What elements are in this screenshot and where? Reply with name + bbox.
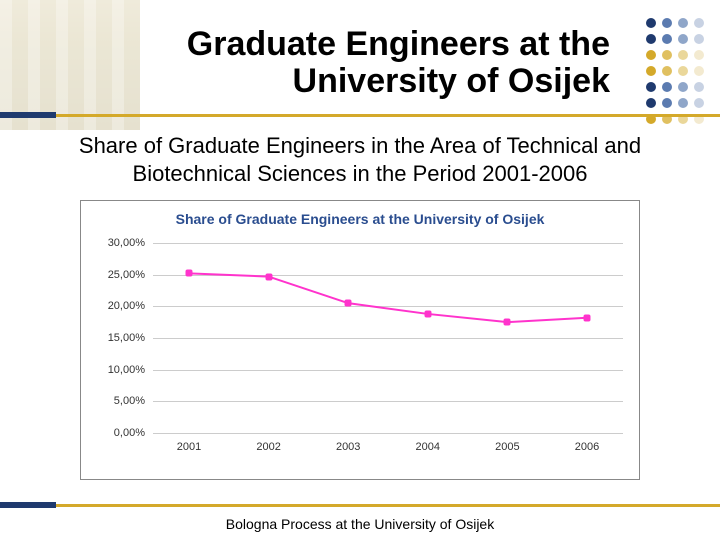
chart-xtick-label: 2006 xyxy=(575,441,599,453)
title-underline xyxy=(0,112,720,118)
chart-plot-area: 0,00%5,00%10,00%15,00%20,00%25,00%30,00%… xyxy=(153,243,623,433)
chart-ytick-label: 25,00% xyxy=(85,269,145,281)
chart-data-marker xyxy=(584,314,591,321)
decoration-dot xyxy=(678,34,688,44)
background-building-image xyxy=(0,0,140,130)
decoration-dot xyxy=(678,98,688,108)
decoration-dot xyxy=(662,50,672,60)
chart-xtick-label: 2002 xyxy=(256,441,280,453)
page-title: Graduate Engineers at the University of … xyxy=(120,26,610,101)
chart-ytick-label: 10,00% xyxy=(85,364,145,376)
footer-navy-segment xyxy=(0,502,56,508)
decoration-dot xyxy=(678,66,688,76)
decoration-dot xyxy=(662,18,672,28)
decoration-dot xyxy=(662,34,672,44)
decoration-dot xyxy=(694,98,704,108)
decoration-dot xyxy=(694,34,704,44)
chart-data-marker xyxy=(345,300,352,307)
decoration-dot xyxy=(694,18,704,28)
decoration-dot xyxy=(646,18,656,28)
footer-underline xyxy=(0,502,720,508)
decoration-dot xyxy=(646,50,656,60)
chart-data-marker xyxy=(265,273,272,280)
decoration-dot xyxy=(646,34,656,44)
decoration-dot xyxy=(678,82,688,92)
chart-data-marker xyxy=(186,270,193,277)
chart-container: Share of Graduate Engineers at the Unive… xyxy=(80,200,640,480)
chart-xtick-label: 2005 xyxy=(495,441,519,453)
decoration-dot xyxy=(694,82,704,92)
chart-gridline xyxy=(153,433,623,434)
decoration-dot xyxy=(694,66,704,76)
footer-gold-segment xyxy=(56,504,720,507)
decoration-dot xyxy=(678,50,688,60)
chart-line-svg xyxy=(153,243,623,433)
chart-title: Share of Graduate Engineers at the Unive… xyxy=(81,201,639,233)
chart-data-marker xyxy=(424,310,431,317)
decoration-dot xyxy=(678,18,688,28)
subtitle-text: Share of Graduate Engineers in the Area … xyxy=(46,132,674,187)
chart-xtick-label: 2004 xyxy=(416,441,440,453)
chart-xtick-label: 2001 xyxy=(177,441,201,453)
decoration-dot xyxy=(662,98,672,108)
chart-data-marker xyxy=(504,319,511,326)
chart-xtick-label: 2003 xyxy=(336,441,360,453)
decoration-dot xyxy=(646,82,656,92)
underline-gold-segment xyxy=(56,114,720,117)
chart-ytick-label: 15,00% xyxy=(85,332,145,344)
chart-ytick-label: 30,00% xyxy=(85,237,145,249)
decoration-dot xyxy=(662,82,672,92)
chart-ytick-label: 20,00% xyxy=(85,300,145,312)
chart-ytick-label: 5,00% xyxy=(85,395,145,407)
decoration-dot xyxy=(646,98,656,108)
underline-navy-segment xyxy=(0,112,56,118)
footer-text: Bologna Process at the University of Osi… xyxy=(0,516,720,532)
title-line-2: University of Osijek xyxy=(293,62,610,100)
decoration-dot xyxy=(662,66,672,76)
title-line-1: Graduate Engineers at the xyxy=(187,25,610,63)
decoration-dot xyxy=(694,50,704,60)
chart-ytick-label: 0,00% xyxy=(85,427,145,439)
decoration-dot xyxy=(646,66,656,76)
